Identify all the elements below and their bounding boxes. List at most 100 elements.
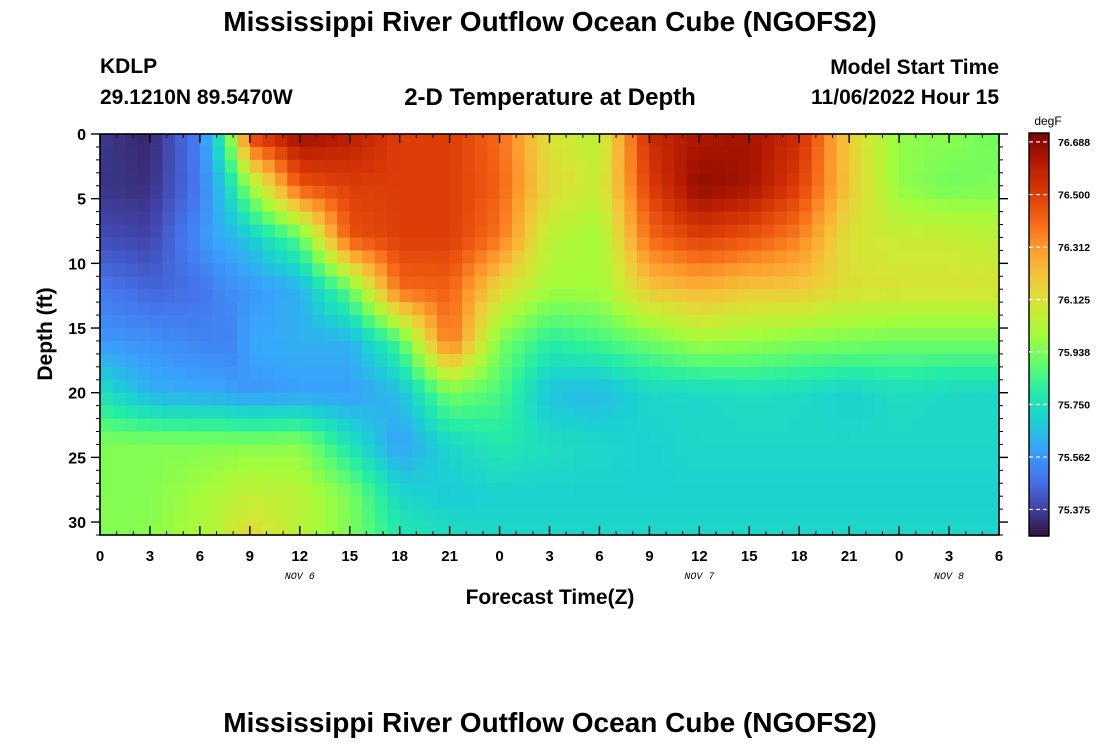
- heatmap-cell: [349, 353, 363, 368]
- heatmap-cell: [362, 353, 376, 368]
- heatmap-cell: [599, 289, 613, 303]
- heatmap-cell: [137, 159, 151, 174]
- heatmap-cell: [324, 211, 338, 226]
- heatmap-cell: [124, 522, 139, 535]
- heatmap-cell: [162, 146, 176, 161]
- colorbar-segment: [1029, 321, 1049, 326]
- heatmap-cell: [499, 159, 513, 174]
- heatmap-cell: [561, 418, 576, 433]
- heatmap-cell: [749, 340, 763, 355]
- heatmap-cell: [849, 392, 863, 407]
- heatmap-cell: [249, 405, 263, 420]
- heatmap-cell: [586, 276, 601, 290]
- heatmap-cell: [899, 250, 913, 264]
- heatmap-cell: [699, 198, 713, 213]
- heatmap-cell: [337, 444, 351, 458]
- heatmap-cell: [299, 315, 313, 329]
- heatmap-cell: [874, 340, 888, 355]
- heatmap-cell: [424, 211, 438, 226]
- heatmap-cell: [524, 172, 538, 187]
- heatmap-cell: [424, 250, 438, 264]
- heatmap-cell: [799, 159, 813, 174]
- heatmap-cell: [974, 134, 988, 148]
- heatmap-cell: [312, 211, 326, 226]
- heatmap-cell: [274, 366, 288, 381]
- heatmap-cell: [262, 457, 276, 471]
- heatmap-cell: [811, 146, 825, 161]
- heatmap-cell: [936, 198, 950, 213]
- heatmap-cell: [599, 457, 613, 471]
- heatmap-cell: [699, 250, 713, 264]
- heatmap-cell: [499, 379, 513, 394]
- heatmap-cell: [524, 418, 538, 433]
- heatmap-cell: [512, 302, 526, 316]
- heatmap-cell: [949, 444, 963, 458]
- heatmap-cell: [911, 405, 925, 420]
- heatmap-cell: [549, 250, 563, 264]
- heatmap-cell: [886, 340, 900, 355]
- heatmap-cell: [561, 366, 576, 381]
- heatmap-cell: [774, 237, 788, 252]
- heatmap-cell: [224, 366, 238, 381]
- heatmap-cell: [187, 509, 201, 523]
- heatmap-cell: [174, 185, 189, 200]
- heatmap-cell: [899, 418, 913, 433]
- heatmap-cell: [374, 522, 388, 535]
- heatmap-cell: [961, 444, 975, 458]
- heatmap-cell: [649, 328, 663, 342]
- heatmap-cell: [399, 302, 413, 316]
- heatmap-cell: [924, 340, 938, 355]
- heatmap-cell: [811, 198, 825, 213]
- heatmap-cell: [949, 211, 963, 226]
- heatmap-cell: [661, 522, 675, 535]
- heatmap-cell: [974, 444, 988, 458]
- heatmap-cell: [649, 289, 663, 303]
- heatmap-cell: [961, 509, 975, 523]
- heatmap-cell: [324, 159, 338, 174]
- heatmap-cell: [162, 509, 176, 523]
- heatmap-cell: [899, 146, 913, 161]
- heatmap-cell: [237, 315, 251, 329]
- colorbar-segment: [1029, 384, 1049, 388]
- heatmap-cell: [874, 211, 888, 226]
- heatmap-cell: [811, 483, 825, 497]
- heatmap-cell: [761, 263, 775, 277]
- heatmap-cell: [412, 457, 426, 471]
- heatmap-cell: [524, 496, 538, 510]
- heatmap-cell: [224, 134, 238, 148]
- heatmap-cell: [337, 366, 351, 381]
- heatmap-cell: [162, 328, 176, 342]
- heatmap-cell: [549, 431, 563, 446]
- heatmap-cell: [886, 185, 900, 200]
- heatmap-cell: [312, 522, 326, 535]
- heatmap-cell: [836, 134, 850, 148]
- heatmap-cell: [549, 496, 563, 510]
- heatmap-cell: [249, 366, 263, 381]
- heatmap-cell: [549, 224, 563, 239]
- heatmap-cell: [574, 237, 588, 252]
- heatmap-cell: [149, 353, 164, 368]
- heatmap-cell: [324, 379, 338, 394]
- heatmap-cell: [137, 134, 151, 148]
- heatmap-cell: [262, 237, 276, 252]
- heatmap-cell: [262, 315, 276, 329]
- heatmap-cell: [462, 405, 476, 420]
- heatmap-cell: [711, 237, 725, 252]
- heatmap-cell: [774, 392, 788, 407]
- heatmap-cell: [636, 172, 650, 187]
- model-start-label: Model Start Time: [830, 56, 999, 79]
- heatmap-cell: [237, 431, 251, 446]
- heatmap-cell: [949, 470, 963, 484]
- heatmap-cell: [699, 289, 713, 303]
- heatmap-cell: [886, 172, 900, 187]
- heatmap-cell: [624, 250, 638, 264]
- heatmap-cell: [487, 457, 501, 471]
- heatmap-cell: [686, 392, 700, 407]
- heatmap-cell: [924, 263, 938, 277]
- heatmap-cell: [961, 457, 975, 471]
- heatmap-cell: [499, 340, 513, 355]
- heatmap-cell: [824, 366, 838, 381]
- heatmap-cell: [786, 340, 800, 355]
- heatmap-cell: [324, 340, 338, 355]
- heatmap-cell: [786, 134, 800, 148]
